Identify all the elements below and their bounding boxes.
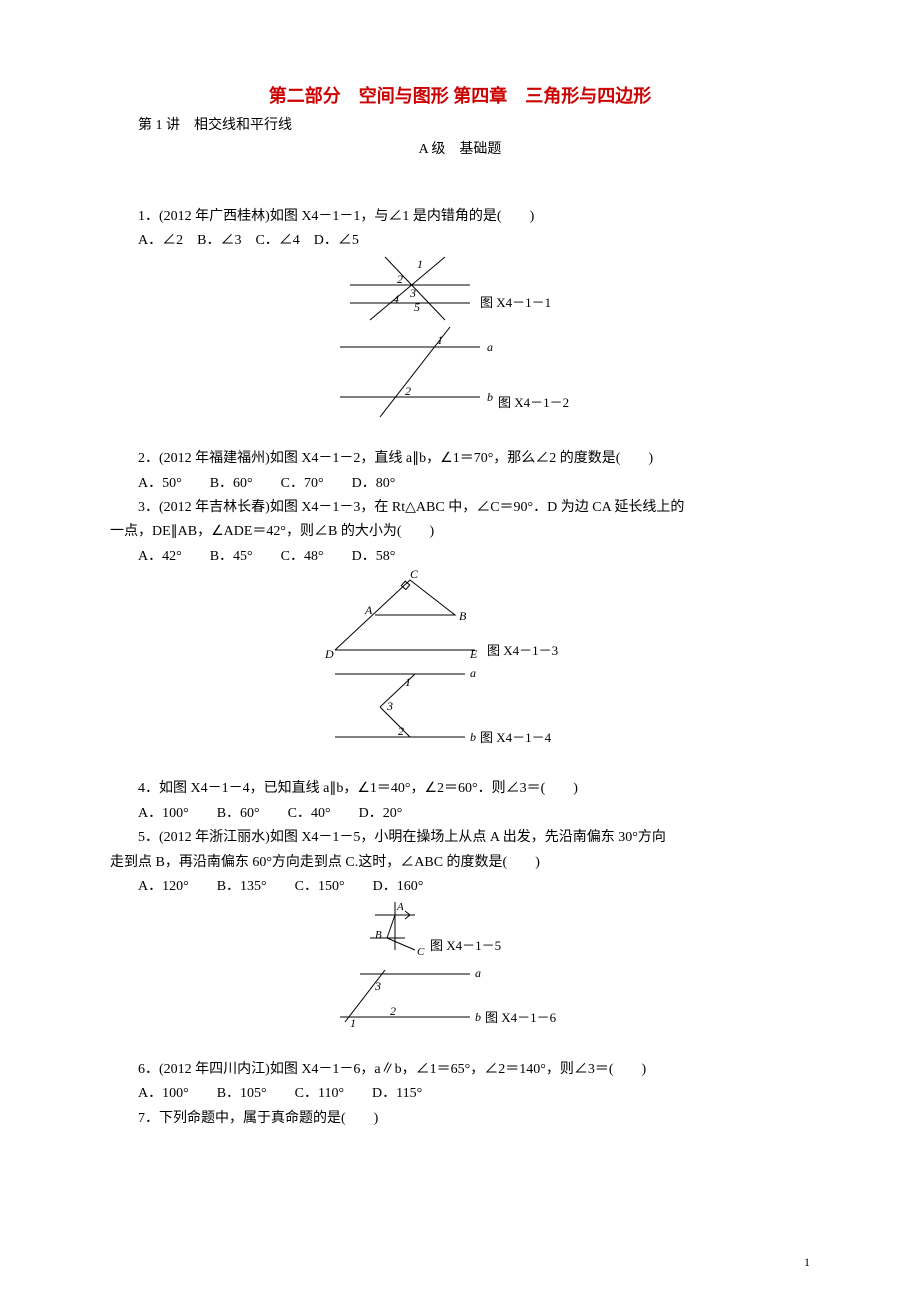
svg-text:2: 2 — [398, 724, 404, 738]
q5-options: A．120° B．135° C．150° D．160° — [138, 876, 810, 898]
q5-line2: 走到点 B，再沿南偏东 60°方向走到点 C.这时，∠ABC 的度数是( ) — [110, 852, 810, 874]
svg-text:1: 1 — [417, 257, 423, 271]
svg-text:3: 3 — [409, 286, 416, 300]
svg-text:B: B — [459, 609, 467, 623]
q4-text: 4．如图 X4－1－4，已知直线 a∥b，∠1＝40°，∠2＝60°．则∠3＝(… — [138, 778, 810, 800]
q1-options: A．∠2 B．∠3 C．∠4 D．∠5 — [138, 230, 810, 252]
svg-text:2: 2 — [405, 384, 411, 398]
fig3-label: 图 X4－1－3 — [487, 643, 558, 658]
q7-text: 7．下列命题中，属于真命题的是( ) — [138, 1108, 810, 1130]
svg-text:A: A — [364, 603, 373, 617]
svg-text:2: 2 — [390, 1004, 396, 1018]
svg-text:b: b — [487, 390, 493, 404]
page-number: 1 — [804, 1253, 810, 1272]
figure-1: 1 2 3 4 5 图 X4－1－1 — [110, 255, 810, 325]
q4-options: A．100° B．60° C．40° D．20° — [138, 803, 810, 825]
svg-text:A: A — [396, 901, 404, 913]
svg-text:b: b — [475, 1010, 481, 1024]
svg-text:a: a — [470, 666, 476, 680]
svg-text:1: 1 — [437, 333, 443, 347]
page-title: 第二部分 空间与图形 第四章 三角形与四边形 — [110, 82, 810, 111]
q6-text: 6．(2012 年四川内江)如图 X4－1－6，a∥b，∠1＝65°，∠2＝14… — [138, 1059, 810, 1081]
q2-options: A．50° B．60° C．70° D．80° — [138, 473, 810, 495]
level-label: A 级 基础题 — [110, 139, 810, 161]
subtitle: 第 1 讲 相交线和平行线 — [138, 115, 810, 137]
fig1-label: 图 X4－1－1 — [480, 295, 551, 310]
q6-options: A．100° B．105° C．110° D．115° — [138, 1083, 810, 1105]
svg-text:3: 3 — [374, 979, 381, 993]
fig6-label: 图 X4－1－6 — [485, 1010, 557, 1025]
title-prefix: 第二部分 空间与图形 — [269, 86, 449, 106]
figure-2: 1 2 a b 图 X4－1－2 — [110, 327, 810, 422]
q3-line1: 3．(2012 年吉林长春)如图 X4－1－3，在 Rt△ABC 中，∠C＝90… — [138, 497, 810, 519]
svg-text:a: a — [475, 966, 481, 980]
svg-text:1: 1 — [405, 675, 411, 689]
svg-text:5: 5 — [414, 300, 420, 314]
svg-text:4: 4 — [393, 292, 399, 306]
svg-text:a: a — [487, 340, 493, 354]
svg-text:C: C — [410, 570, 419, 581]
svg-text:1: 1 — [350, 1016, 356, 1030]
figure-6: 3 2 1 a b 图 X4－1－6 — [110, 962, 810, 1032]
q5-line1: 5．(2012 年浙江丽水)如图 X4－1－5，小明在操场上从点 A 出发，先沿… — [138, 827, 810, 849]
svg-text:D: D — [324, 647, 334, 660]
q3-line2: 一点，DE∥AB，∠ADE＝42°，则∠B 的大小为( ) — [110, 521, 810, 543]
q3-options: A．42° B．45° C．48° D．58° — [138, 546, 810, 568]
svg-text:b: b — [470, 730, 476, 744]
title-suffix: 第四章 三角形与四边形 — [449, 86, 652, 106]
svg-text:3: 3 — [386, 699, 393, 713]
q1-text: 1．(2012 年广西桂林)如图 X4－1－1，与∠1 是内错角的是( ) — [138, 206, 810, 228]
figure-5: A B C 图 X4－1－5 — [110, 900, 810, 960]
figure-3: C A B D E 图 X4－1－3 — [110, 570, 810, 660]
svg-text:E: E — [469, 647, 478, 660]
fig5-label: 图 X4－1－5 — [430, 938, 501, 953]
q2-text: 2．(2012 年福建福州)如图 X4－1－2，直线 a∥b，∠1＝70°，那么… — [138, 448, 810, 470]
figure-4: 1 3 2 a b 图 X4－1－4 — [110, 662, 810, 752]
svg-text:B: B — [375, 929, 382, 941]
svg-text:2: 2 — [397, 272, 403, 286]
svg-text:C: C — [417, 946, 425, 958]
fig4-label: 图 X4－1－4 — [480, 730, 552, 745]
fig2-label: 图 X4－1－2 — [498, 395, 569, 410]
